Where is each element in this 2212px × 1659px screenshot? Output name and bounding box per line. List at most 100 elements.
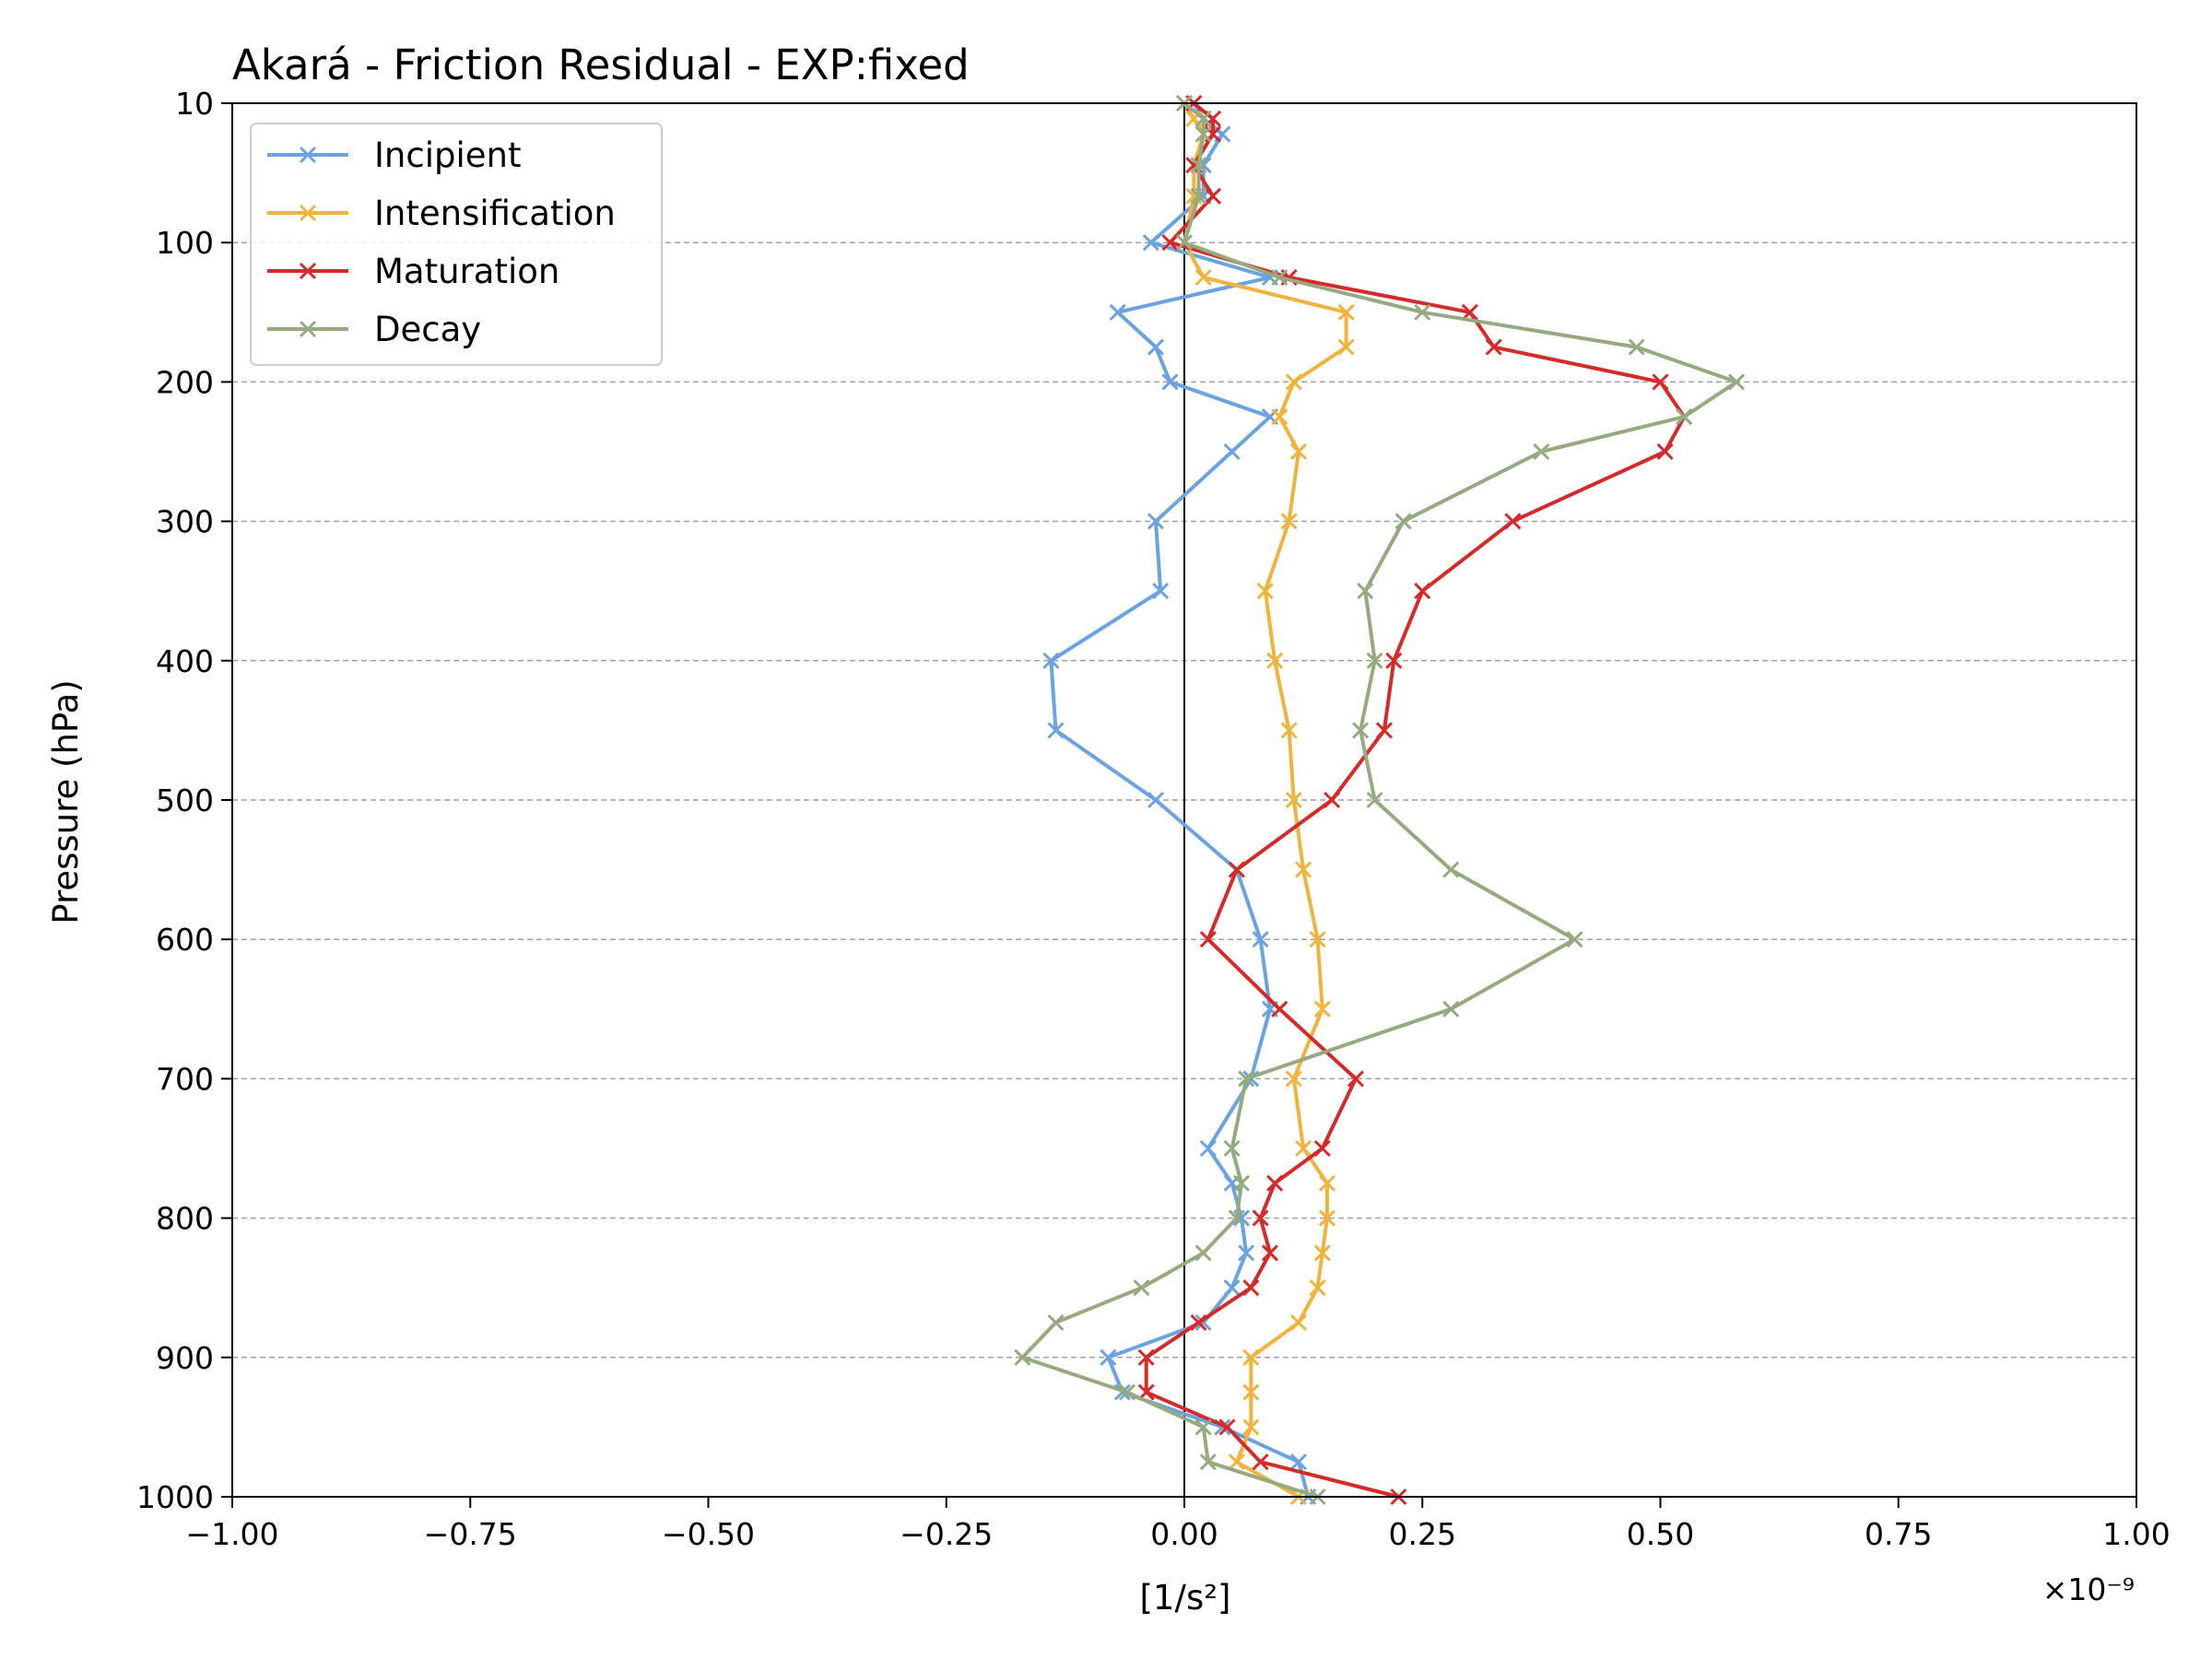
data-point-maturation (1485, 338, 1502, 356)
data-point-incipient (1223, 1279, 1241, 1297)
data-point-decay (1533, 442, 1550, 461)
data-point-intensification (1271, 408, 1288, 426)
data-point-maturation (1461, 303, 1478, 321)
data-point-intensification (1337, 303, 1355, 321)
y-tick-label: 300 (156, 504, 214, 540)
data-point-intensification (1309, 931, 1326, 948)
data-point-decay (1271, 268, 1288, 287)
data-point-maturation (1414, 582, 1431, 600)
y-tick-label: 500 (156, 782, 214, 818)
y-tick-label: 100 (156, 225, 214, 261)
y-tick-label: 400 (156, 643, 214, 679)
data-point-maturation (1504, 512, 1522, 530)
legend-item-intensification: Intensification (267, 194, 616, 233)
x-tick-label: 0.25 (1389, 1516, 1456, 1552)
x-tick-label: −0.25 (900, 1516, 993, 1552)
data-point-maturation (1375, 722, 1393, 739)
y-axis-label: Pressure (hPa) (46, 679, 86, 924)
x-tick-label: 0.75 (1865, 1516, 1932, 1552)
data-point-maturation (1252, 1209, 1269, 1227)
data-point-incipient (1238, 1244, 1255, 1262)
series-line-decay (1020, 101, 1739, 1499)
data-point-maturation (1199, 931, 1217, 948)
data-point-intensification (1313, 1244, 1331, 1262)
x-axis-label: [1/s²] (1140, 1578, 1231, 1618)
data-point-incipient (1047, 722, 1065, 739)
data-point-intensification (1242, 1383, 1260, 1401)
data-point-incipient (1147, 512, 1165, 530)
data-point-decay (1190, 157, 1207, 174)
data-point-decay (1194, 125, 1212, 143)
y-tick-label: 700 (156, 1061, 214, 1097)
legend-label: Decay (374, 310, 481, 349)
data-point-intensification (1285, 791, 1302, 809)
data-point-decay (1228, 1209, 1245, 1227)
data-point-intensification (1285, 373, 1302, 391)
data-point-intensification (1318, 1209, 1336, 1227)
data-point-intensification (1337, 338, 1355, 356)
legend-marker (299, 320, 317, 338)
data-point-incipient (1147, 338, 1165, 356)
y-tick-label: 1000 (136, 1479, 214, 1515)
data-point-incipient (1152, 582, 1170, 600)
data-point-decay (1199, 1453, 1217, 1471)
x-axis-multiplier: ×10⁻⁹ (2042, 1571, 2135, 1607)
legend-marker (299, 146, 317, 164)
data-point-maturation (1271, 1000, 1288, 1018)
legend-box (250, 123, 663, 366)
data-point-maturation (1161, 234, 1179, 252)
series-decay (1014, 94, 1746, 1506)
data-point-decay (1676, 408, 1693, 426)
data-point-maturation (1137, 1348, 1155, 1366)
data-point-incipient (1142, 234, 1159, 252)
data-point-intensification (1228, 1453, 1245, 1471)
data-point-decay (1118, 1383, 1136, 1401)
data-point-intensification (1266, 652, 1284, 669)
x-tick-label: −0.50 (662, 1516, 755, 1552)
data-point-maturation (1228, 861, 1245, 878)
legend-label: Intensification (374, 194, 616, 233)
data-point-decay (1394, 512, 1412, 530)
data-point-intensification (1295, 861, 1312, 878)
data-point-maturation (1313, 1139, 1331, 1158)
data-point-decay (1194, 1244, 1212, 1262)
data-point-decay (1357, 582, 1374, 600)
y-tick-label: 900 (156, 1340, 214, 1376)
data-point-decay (1175, 234, 1194, 252)
data-point-decay (1628, 338, 1645, 356)
data-point-intensification (1256, 582, 1274, 600)
legend-marker (299, 262, 317, 280)
y-tick-label: 600 (156, 922, 214, 958)
data-point-decay (1133, 1279, 1150, 1297)
data-point-decay (1566, 931, 1583, 948)
data-point-maturation (1204, 187, 1222, 205)
data-point-maturation (1190, 1313, 1207, 1332)
data-point-incipient (1147, 791, 1165, 809)
data-point-incipient (1100, 1348, 1117, 1366)
data-point-maturation (1252, 1453, 1269, 1471)
data-point-intensification (1309, 1279, 1326, 1297)
data-point-intensification (1285, 1070, 1302, 1088)
y-axis-ticks: 10 100 200 300 400 500 600 700 800 900 1000 (136, 86, 232, 1515)
series-layer (1014, 94, 1746, 1506)
data-point-decay (1223, 1139, 1241, 1158)
legend-item-maturation: Maturation (267, 252, 559, 291)
data-point-maturation (1652, 373, 1669, 391)
y-tick-label: 800 (156, 1201, 214, 1237)
data-point-incipient (1289, 1453, 1308, 1471)
x-axis-ticks: −1.00 −0.75 −0.50 −0.25 0.00 0.25 0.50 0.75 1.00 (185, 1497, 2171, 1552)
x-tick-label: −0.75 (424, 1516, 517, 1552)
data-point-maturation (1261, 1244, 1279, 1262)
legend-item-incipient: Incipient (267, 135, 521, 175)
y-tick-label: 10 (175, 86, 214, 122)
data-point-decay (1352, 722, 1370, 739)
data-point-maturation (1347, 1070, 1365, 1088)
data-point-intensification (1242, 1418, 1260, 1436)
data-point-intensification (1289, 442, 1308, 461)
data-point-decay (1238, 1070, 1255, 1088)
data-point-maturation (1266, 1174, 1284, 1192)
legend-item-decay: Decay (267, 310, 481, 349)
data-point-decay (1194, 1418, 1212, 1436)
data-point-incipient (1161, 373, 1179, 391)
